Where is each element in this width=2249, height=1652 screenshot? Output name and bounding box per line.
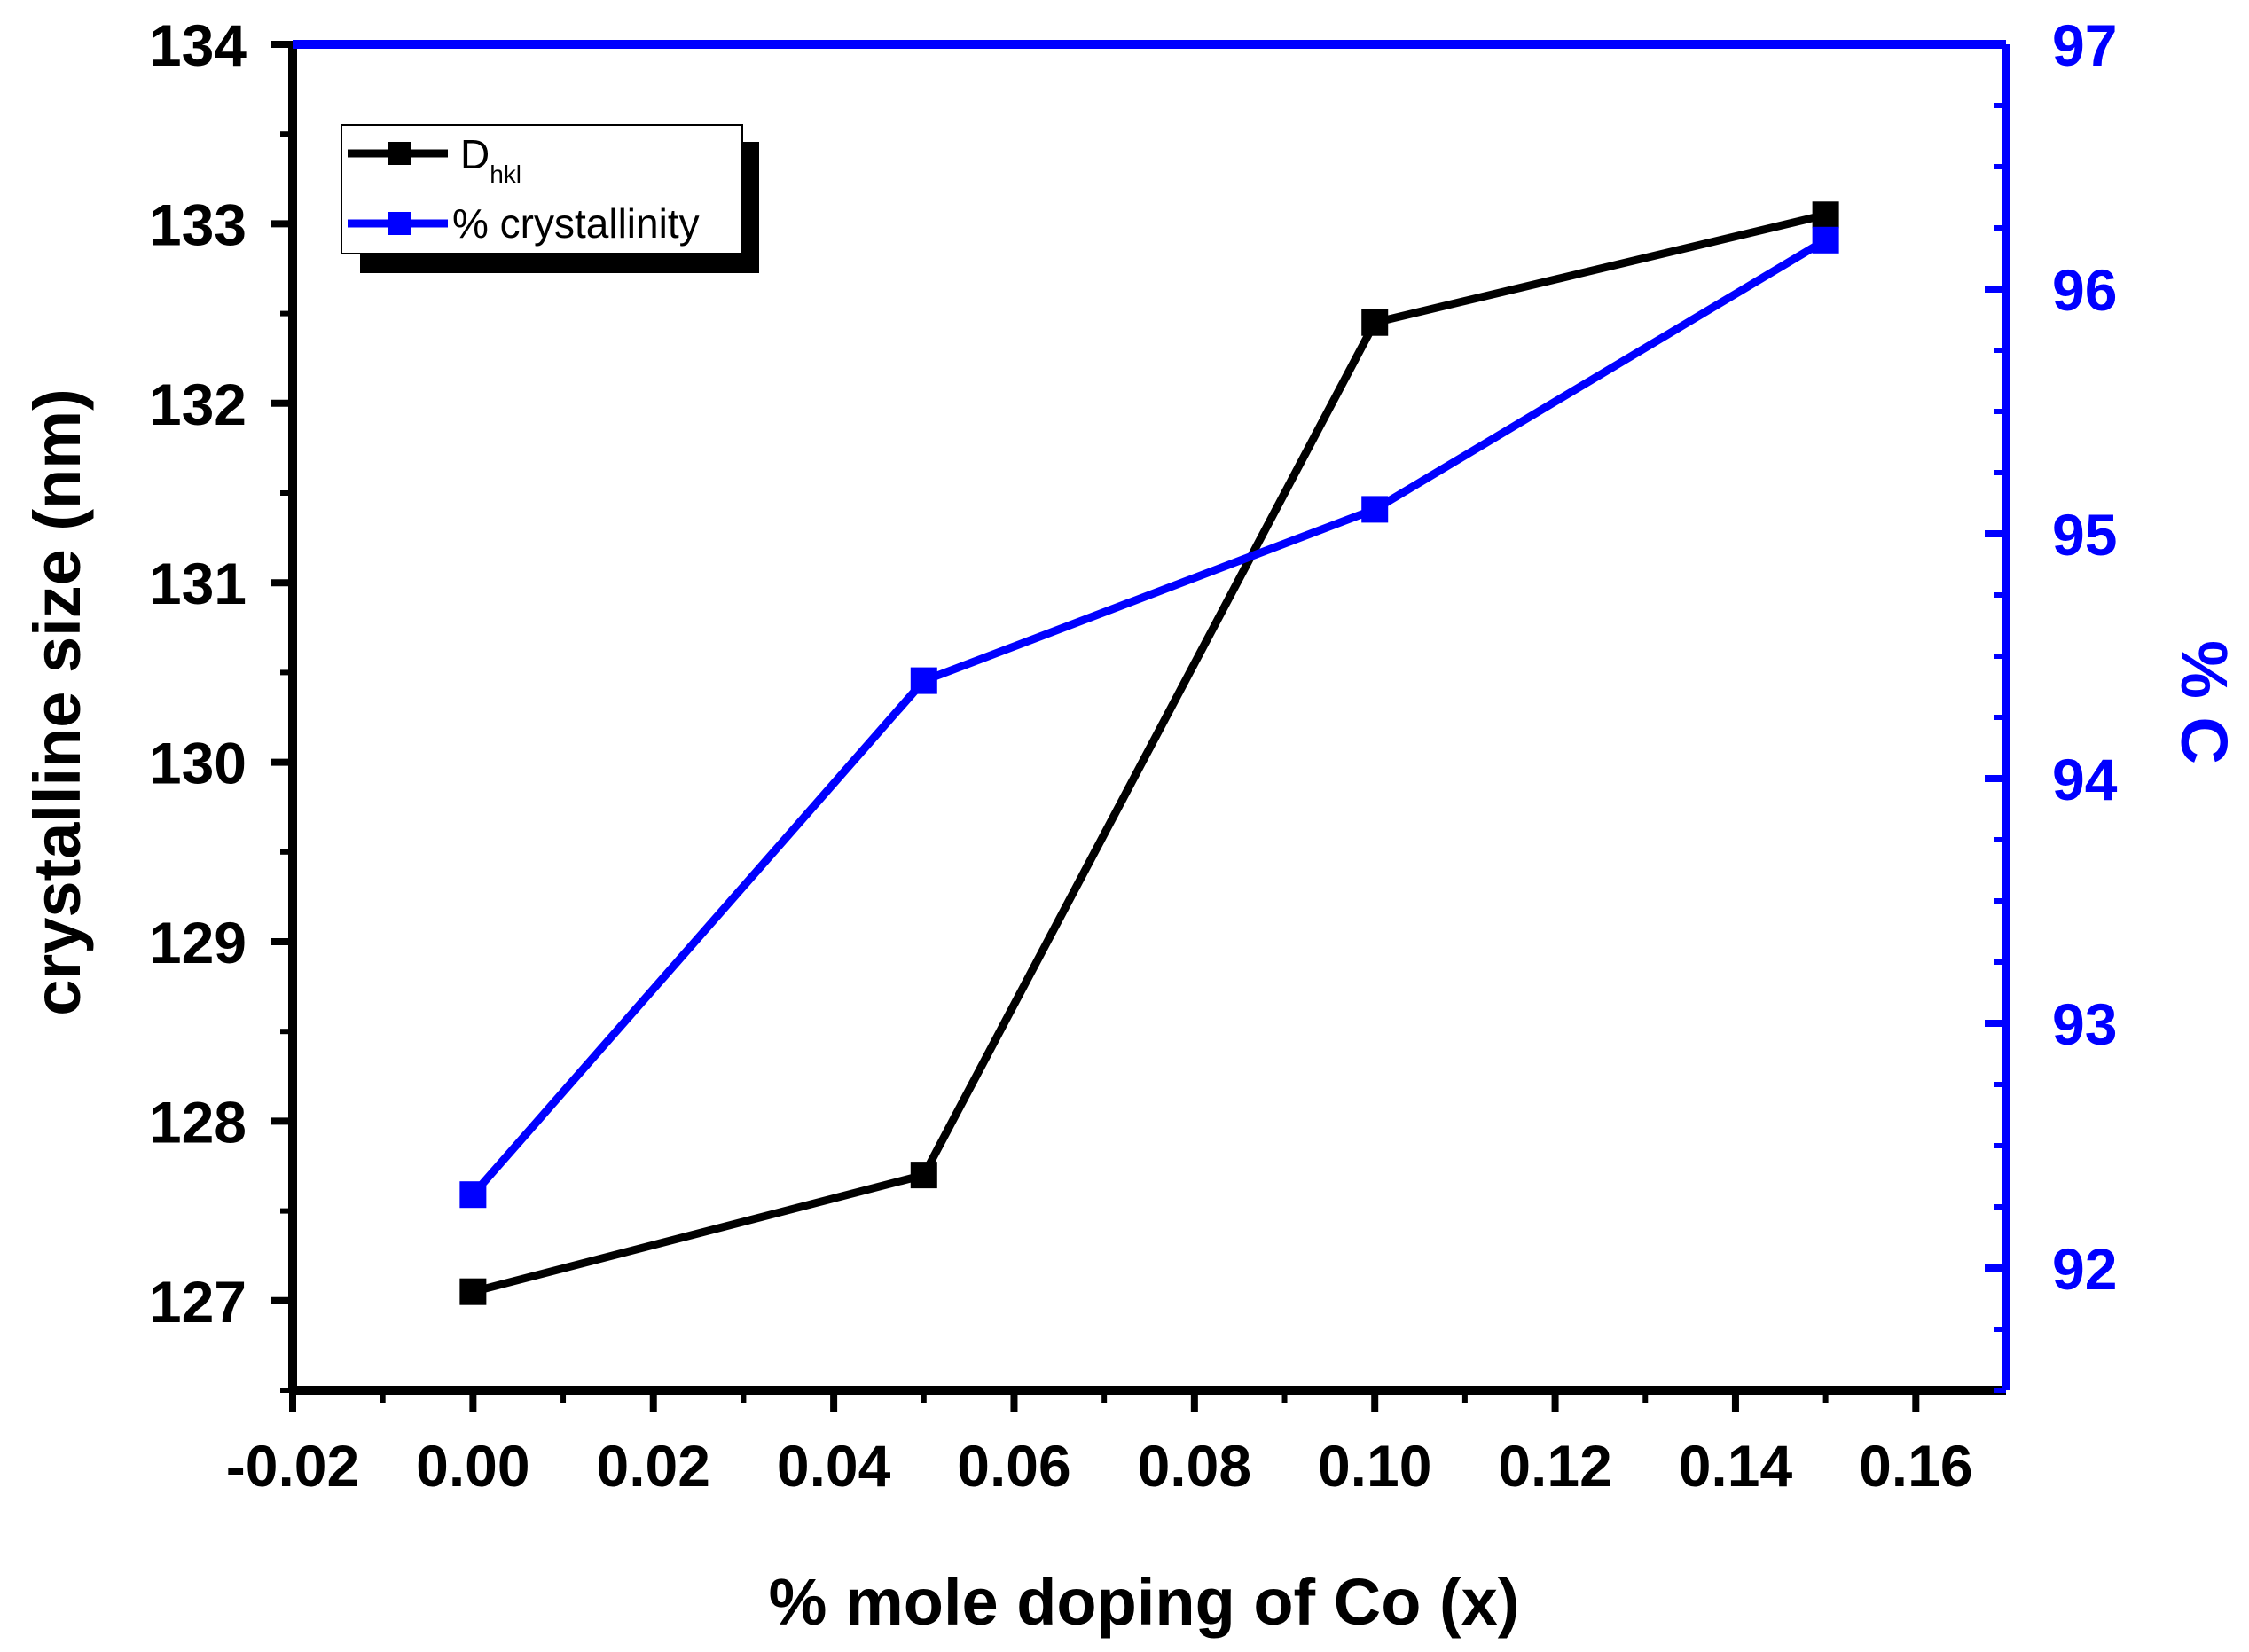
y-tick-label: 132: [149, 372, 247, 437]
x-tick-label: 0.16: [1859, 1433, 1972, 1499]
series-line: [469, 236, 1828, 1198]
y2-tick-label: 97: [2052, 12, 2117, 78]
y-tick-label: 127: [149, 1269, 247, 1335]
legend: Dhkl % crystallinity: [341, 124, 759, 273]
series-group: [459, 201, 1839, 1305]
y-tick-label: 130: [149, 731, 247, 796]
legend-marker-crystallinity: [388, 212, 411, 235]
x-tick-label: 0.10: [1318, 1433, 1431, 1499]
legend-label-d: Dhkl: [460, 131, 521, 188]
legend-marker-d: [388, 142, 411, 165]
y-tick-label: 134: [149, 12, 247, 78]
x-tick-label: 0.00: [416, 1433, 529, 1499]
data-point: [1812, 226, 1839, 254]
x-tick-label: 0.02: [597, 1433, 710, 1499]
data-point: [910, 667, 937, 694]
legend-label-d-main: D: [460, 131, 490, 177]
y2-tick-label: 95: [2052, 502, 2117, 568]
x-tick-label: -0.02: [226, 1433, 359, 1499]
data-point: [459, 1278, 487, 1305]
data-point: [459, 1181, 487, 1209]
y-axis-label: crystalline size (nm): [20, 388, 94, 1015]
y-tick-label: 129: [149, 910, 247, 975]
series-dhkl: [459, 201, 1839, 1305]
x-tick-label: 0.12: [1498, 1433, 1611, 1499]
data-point: [910, 1162, 937, 1189]
y2-axis-label: % C: [2167, 640, 2241, 764]
data-point: [1361, 496, 1389, 523]
y-tick-label: 131: [149, 551, 247, 616]
x-axis-label: % mole doping of Co (x): [769, 1565, 1520, 1639]
y2-tick-label: 94: [2052, 747, 2118, 812]
x-tick-label: 0.06: [957, 1433, 1070, 1499]
y2-tick-label: 93: [2052, 991, 2117, 1057]
y2-tick-label: 96: [2052, 257, 2117, 323]
legend-label-d-subscript: hkl: [490, 161, 521, 188]
y-tick-label: 128: [149, 1089, 247, 1155]
series-line: [472, 210, 1827, 1296]
series-crystallinity: [459, 226, 1839, 1209]
y-tick-label: 133: [149, 192, 247, 257]
x-tick-label: 0.14: [1679, 1433, 1793, 1499]
x-tick-label: 0.08: [1138, 1433, 1251, 1499]
x-tick-label: 0.04: [777, 1433, 891, 1499]
axis-ticks: -0.02 0.00 0.02 0.04 0.06 0.08 0.10 0.12 0.14 0.1…: [149, 12, 2118, 1499]
data-point: [1812, 201, 1839, 229]
legend-label-crystallinity: % crystallinity: [452, 200, 700, 247]
y2-tick-label: 92: [2052, 1236, 2117, 1302]
data-point: [1361, 309, 1389, 336]
